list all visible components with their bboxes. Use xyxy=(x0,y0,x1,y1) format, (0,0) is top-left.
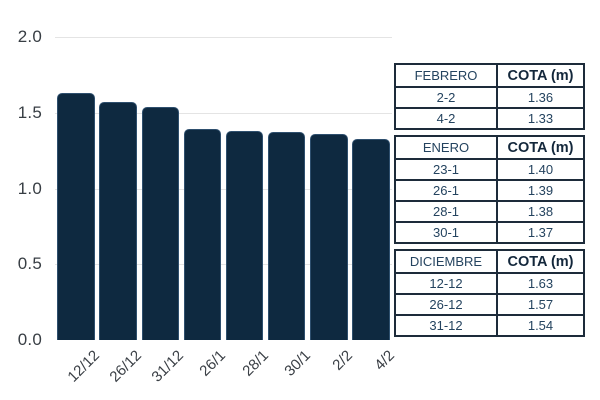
gridline xyxy=(55,112,392,114)
gridline xyxy=(55,264,392,266)
bar-28/1 xyxy=(225,130,264,340)
month-header-cell: FEBRERO xyxy=(394,63,498,88)
date-cell: 31-12 xyxy=(394,314,498,337)
data-table-diciembre: DICIEMBRE COTA (m) 12-12 1.63 26-12 1.57 31-12… xyxy=(394,249,585,337)
value-cell: 1.37 xyxy=(496,221,585,244)
value-cell: 1.57 xyxy=(496,293,585,316)
x-axis-tick-label: 4/2 xyxy=(371,347,398,374)
gridline xyxy=(55,188,392,190)
bar-12/12 xyxy=(57,93,95,340)
value-cell: 1.54 xyxy=(496,314,585,337)
date-cell: 12-12 xyxy=(394,272,498,295)
data-table-febrero: FEBRERO COTA (m) 2-2 1.36 4-2 1.33 xyxy=(394,63,585,130)
value-cell: 1.33 xyxy=(496,107,585,130)
month-header-cell: DICIEMBRE xyxy=(394,249,498,274)
date-cell: 30-1 xyxy=(394,221,498,244)
date-cell: 4-2 xyxy=(394,107,498,130)
table-row: 12-12 1.63 xyxy=(394,272,585,295)
x-axis-tick-label: 30/1 xyxy=(281,347,314,380)
table-row: 31-12 1.54 xyxy=(394,314,585,337)
y-axis-tick-label: 1.5 xyxy=(17,102,42,122)
bar-26/1 xyxy=(183,129,222,340)
y-axis-tick-label: 1.0 xyxy=(17,178,42,198)
bar-4/2 xyxy=(352,138,390,340)
x-axis-tick-label: 12/12 xyxy=(64,347,104,386)
x-axis-tick-label: 31/12 xyxy=(148,347,188,386)
date-cell: 28-1 xyxy=(394,200,498,223)
table-row: 2-2 1.36 xyxy=(394,86,585,109)
x-axis-tick-label: 2/2 xyxy=(329,347,356,374)
bar-2/2 xyxy=(310,133,348,340)
table-row: 26-12 1.57 xyxy=(394,293,585,316)
cota-header-cell: COTA (m) xyxy=(496,135,585,160)
value-cell: 1.36 xyxy=(496,86,585,109)
data-table-enero: ENERO COTA (m) 23-1 1.40 26-1 1.39 28-1 1.38 30-… xyxy=(394,135,585,244)
x-axis-tick-label: 26/12 xyxy=(106,347,146,386)
gridline xyxy=(55,37,392,38)
date-cell: 23-1 xyxy=(394,158,498,181)
y-axis-tick-label: 0.5 xyxy=(17,254,42,274)
table-row: 26-1 1.39 xyxy=(394,179,585,202)
value-cell: 1.40 xyxy=(496,158,585,181)
x-axis-tick-label: 28/1 xyxy=(238,347,272,380)
value-cell: 1.63 xyxy=(496,272,585,295)
date-cell: 26-12 xyxy=(394,293,498,316)
date-cell: 26-1 xyxy=(394,179,498,202)
bar-31/12 xyxy=(141,106,180,340)
table-header-row: DICIEMBRE COTA (m) xyxy=(394,249,585,274)
month-header-cell: ENERO xyxy=(394,135,498,160)
value-cell: 1.39 xyxy=(496,179,585,202)
table-row: 30-1 1.37 xyxy=(394,221,585,244)
date-cell: 2-2 xyxy=(394,86,498,109)
table-header-row: FEBRERO COTA (m) xyxy=(394,63,585,88)
table-header-row: ENERO COTA (m) xyxy=(394,135,585,160)
cota-header-cell: COTA (m) xyxy=(496,63,585,88)
y-axis-tick-label: 2.0 xyxy=(17,27,42,46)
table-row: 23-1 1.40 xyxy=(394,158,585,181)
table-row: 4-2 1.33 xyxy=(394,107,585,130)
cota-tables: FEBRERO COTA (m) 2-2 1.36 4-2 1.33 ENERO COTA (… xyxy=(394,63,585,337)
value-cell: 1.38 xyxy=(496,200,585,223)
x-axis-tick-label: 26/1 xyxy=(196,347,230,380)
bar-30/1 xyxy=(267,132,306,340)
bar-26/12 xyxy=(99,102,137,340)
y-axis-tick-label: 0.0 xyxy=(17,330,42,349)
table-row: 28-1 1.38 xyxy=(394,200,585,223)
cota-header-cell: COTA (m) xyxy=(496,249,585,274)
